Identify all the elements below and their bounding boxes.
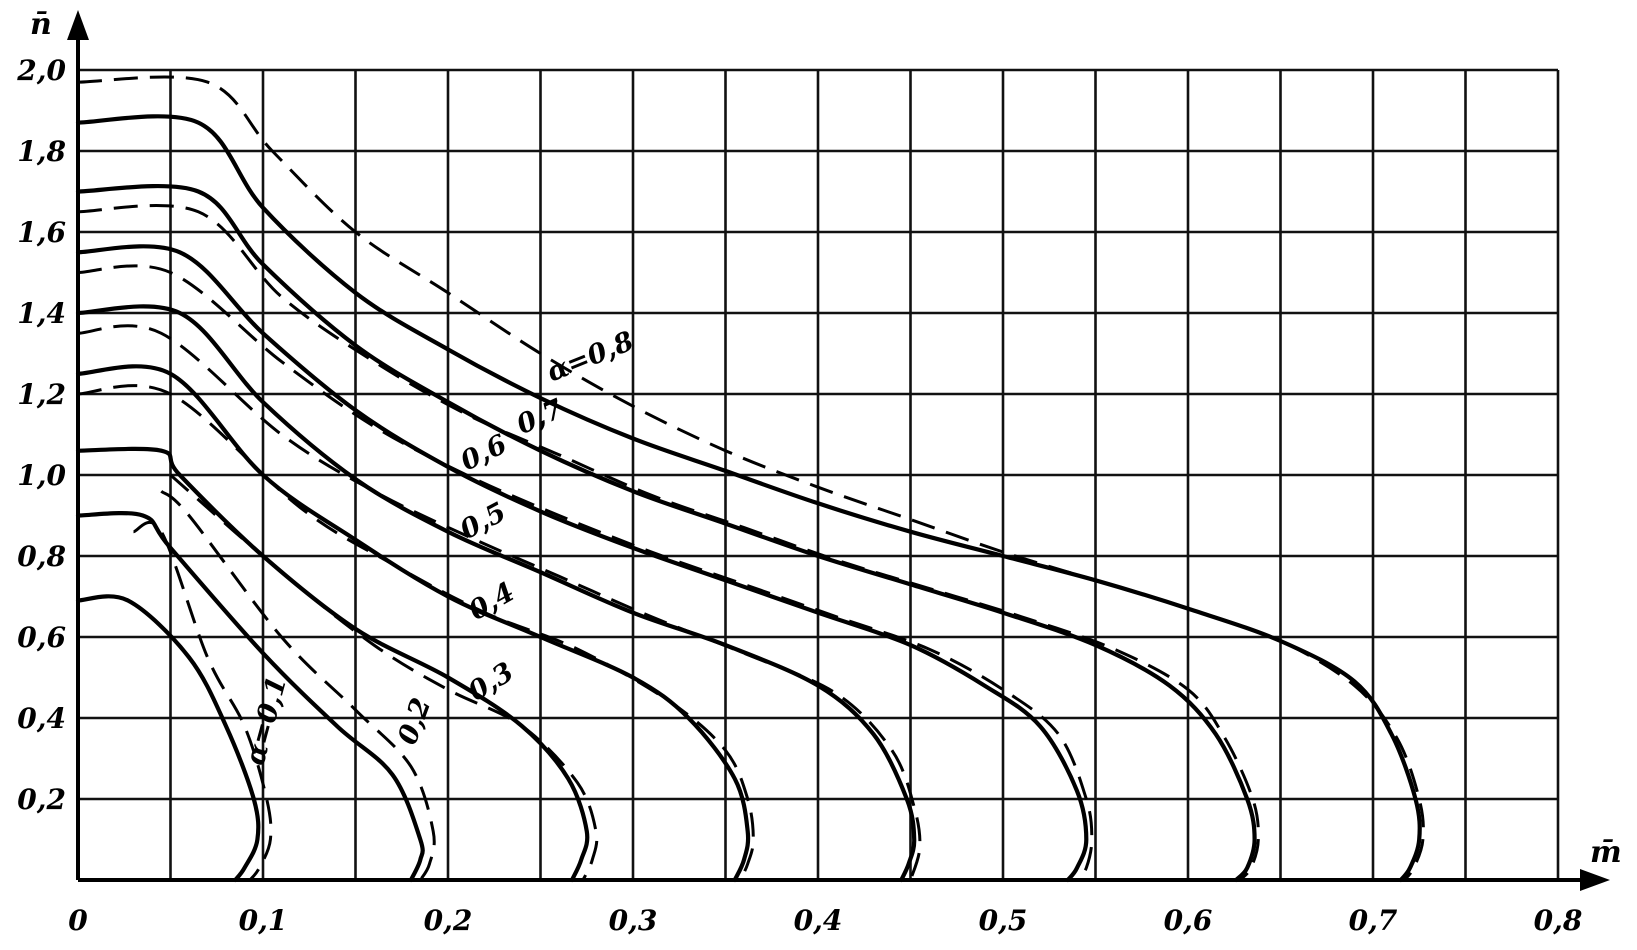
y-tick-label: 1,6 bbox=[17, 216, 66, 249]
curve-alpha-0-1-dashed bbox=[132, 521, 273, 881]
curve-alpha-0-6-dashed bbox=[77, 264, 1094, 881]
curve-alpha-0-2-solid bbox=[75, 511, 425, 883]
y-tick-label: 1,4 bbox=[17, 297, 66, 330]
curve-label: 0,4 bbox=[464, 577, 520, 627]
curve-label: α=0,1 bbox=[240, 673, 293, 768]
curve-alpha-0-4-solid bbox=[75, 364, 751, 883]
x-axis-title: m̄ bbox=[1590, 835, 1622, 870]
x-tick-label: 0,4 bbox=[794, 904, 843, 937]
x-tick-label: 0,8 bbox=[1534, 904, 1583, 937]
axes: m̄ n̄ bbox=[30, 7, 1622, 891]
x-tick-label: 0,1 bbox=[239, 904, 288, 937]
curve-alpha-0-7-solid bbox=[75, 183, 1257, 883]
curve-label: 0,7 bbox=[512, 393, 568, 441]
curve-alpha-0-5-solid bbox=[75, 304, 917, 883]
y-tick-label: 0,6 bbox=[17, 621, 66, 654]
y-tick-label: 1,0 bbox=[17, 459, 66, 492]
x-tick-label: 0,5 bbox=[979, 904, 1028, 937]
x-tick-label: 0,2 bbox=[424, 904, 473, 937]
x-tick-label: 0 bbox=[68, 904, 88, 937]
series bbox=[75, 75, 1425, 883]
curve-label: α=0,8 bbox=[543, 326, 639, 389]
curve-label: 0,6 bbox=[456, 429, 512, 478]
x-tick-label: 0,6 bbox=[1164, 904, 1213, 937]
y-tick-label: 1,8 bbox=[17, 135, 66, 168]
curve-label: 0,2 bbox=[392, 694, 437, 749]
y-tick-label: 0,2 bbox=[17, 783, 66, 816]
grid bbox=[78, 68, 1560, 880]
curve-alpha-0-3-solid bbox=[75, 446, 590, 883]
curve-alpha-0-2-dashed bbox=[160, 489, 436, 881]
tick-labels: 0 0,1 0,2 0,3 0,4 0,5 0,6 0,7 0,80,20,40,60,81,0… bbox=[16, 54, 1582, 937]
x-tick-label: 0,3 bbox=[609, 904, 658, 937]
y-tick-label: 1,2 bbox=[17, 378, 66, 411]
x-axis-arrow bbox=[1580, 869, 1610, 891]
y-axis-arrow bbox=[67, 10, 89, 40]
x-tick-label: 0,7 bbox=[1349, 904, 1398, 937]
y-tick-label: 2,0 bbox=[16, 54, 66, 87]
curve-alpha-0-1-solid bbox=[75, 594, 261, 883]
curve-alpha-0-4-dashed bbox=[77, 384, 755, 881]
y-axis-title: n̄ bbox=[30, 7, 52, 42]
curve-alpha-0-5-dashed bbox=[77, 324, 922, 881]
curve-alpha-0-6-solid bbox=[75, 244, 1089, 883]
curve-alpha-0-8-solid bbox=[75, 114, 1422, 883]
y-tick-label: 0,8 bbox=[17, 540, 66, 573]
curve-alpha-0-8-dashed bbox=[77, 75, 1425, 881]
curve-alpha-0-3-dashed bbox=[169, 473, 599, 881]
y-tick-label: 0,4 bbox=[17, 702, 66, 735]
curve-alpha-0-7-dashed bbox=[77, 203, 1260, 882]
curve-labels: α=0,1 0,20,30,40,50,60,7α=0,8 bbox=[240, 326, 638, 769]
